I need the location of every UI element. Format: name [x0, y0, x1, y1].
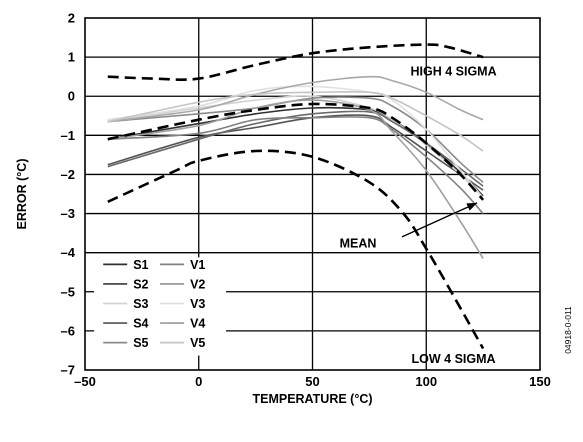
- x-tick-label: 150: [529, 374, 551, 389]
- annotations: HIGH 4 SIGMA MEAN LOW 4 SIGMA: [340, 64, 497, 365]
- legend-label-s5: S5: [133, 336, 148, 350]
- legend-label-v5: V5: [190, 336, 205, 350]
- y-tick-label: 1: [68, 50, 75, 65]
- x-tick-label: 0: [195, 374, 202, 389]
- series-line-s4: [107, 110, 484, 187]
- legend-label-s1: S1: [133, 258, 148, 272]
- y-tick-label: 2: [68, 11, 75, 26]
- annotation-high-4-sigma: HIGH 4 SIGMA: [410, 64, 496, 78]
- legend: S1 S2 S3 S4 S5 V1 V2 V3 V4 V5: [103, 258, 205, 350]
- legend-label-s3: S3: [133, 297, 148, 311]
- grid: [85, 18, 540, 370]
- y-tick-label: –3: [61, 206, 75, 221]
- series-line-v1: [107, 115, 484, 215]
- y-tick-label: –2: [61, 167, 75, 182]
- series-line-high-4-sigma: [107, 43, 484, 81]
- legend-label-s2: S2: [133, 277, 148, 291]
- x-tick-label: 50: [305, 374, 319, 389]
- y-tick-label: –6: [61, 323, 75, 338]
- x-axis-title: TEMPERATURE (°C): [252, 392, 372, 406]
- series-line-s2: [107, 114, 484, 191]
- mean-arrow-line: [401, 202, 478, 238]
- series-lines: [107, 43, 485, 350]
- series-line-mean: [107, 102, 485, 201]
- y-tick-label: 0: [68, 89, 75, 104]
- annotation-mean: MEAN: [340, 236, 377, 250]
- y-tick-label: –5: [61, 284, 75, 299]
- legend-label-v4: V4: [190, 317, 205, 331]
- series-line-v4: [107, 75, 484, 123]
- mean-arrow-head: [466, 202, 478, 211]
- tick-labels: –50 0 50 100 150 2 1 0 –1 –2 –3 –4 –5 –6 –7: [61, 11, 551, 390]
- y-tick-label: –1: [61, 128, 75, 143]
- y-tick-label: –7: [61, 363, 75, 378]
- figure-id: 04918-0-011: [563, 306, 573, 354]
- series-line-v2: [107, 99, 484, 259]
- y-axis-title: ERROR (°C): [15, 159, 29, 230]
- series-line-v5: [107, 90, 484, 152]
- plot-frame: [84, 17, 541, 371]
- legend-label-v1: V1: [190, 258, 205, 272]
- series-line-s5: [107, 96, 484, 183]
- x-tick-label: –50: [74, 374, 96, 389]
- y-tick-label: –4: [61, 245, 76, 260]
- legend-label-s4: S4: [133, 317, 148, 331]
- legend-label-v2: V2: [190, 277, 205, 291]
- legend-label-v3: V3: [190, 297, 205, 311]
- x-tick-label: 100: [415, 374, 437, 389]
- legend-background: [94, 257, 227, 356]
- series-line-low-4-sigma: [107, 149, 485, 350]
- annotation-low-4-sigma: LOW 4 SIGMA: [412, 352, 496, 366]
